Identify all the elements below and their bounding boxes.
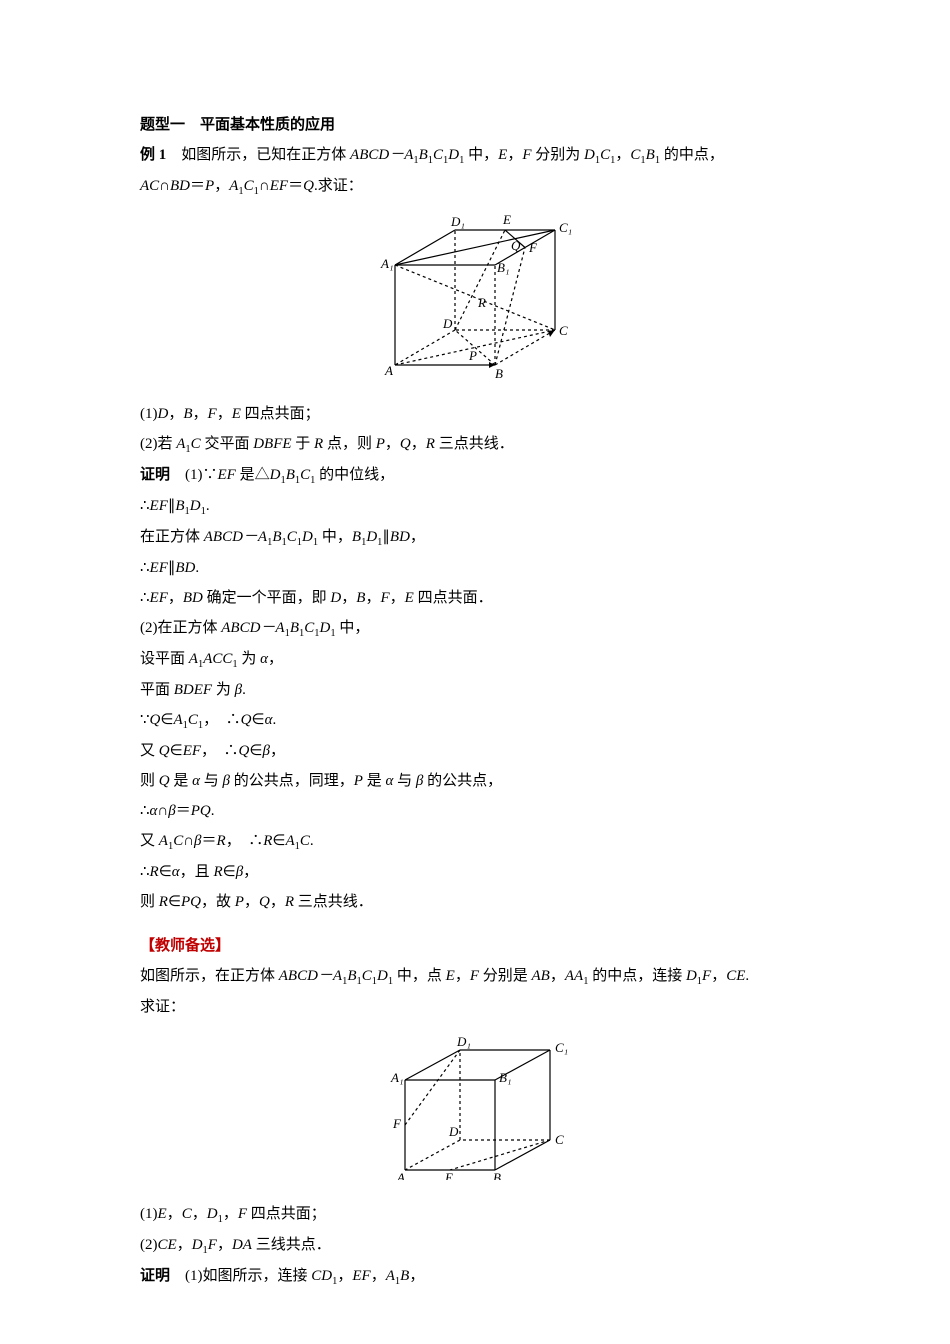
example-label: 例 1 xyxy=(140,147,166,163)
svg-text:D: D xyxy=(448,1124,459,1139)
txt: 四点共面． xyxy=(414,590,493,606)
teacher-select: 【教师备选】 xyxy=(140,931,810,961)
txt: 是 xyxy=(240,467,255,483)
proof-label: 证明 xyxy=(140,467,170,483)
svg-text:A₁: A₁ xyxy=(390,1070,403,1085)
proof-label-2: 证明 xyxy=(140,1268,170,1284)
proof-1: 证明 (1)∵EF 是△D1B1C1 的中位线， xyxy=(140,460,810,491)
txt: 的公共点，同理， xyxy=(230,773,354,789)
proof-line: 又 A1C∩β＝R， ∴R∈A1C. xyxy=(140,826,810,857)
txt: 交平面 xyxy=(201,436,254,452)
txt: 四点共面； xyxy=(247,1206,326,1222)
svg-text:P: P xyxy=(468,348,477,363)
tproof: 证明 (1)如图所示，连接 CD1，EF，A1B， xyxy=(140,1261,810,1292)
txt: 是 xyxy=(363,773,386,789)
svg-text:E: E xyxy=(502,212,511,227)
txt: ，故 xyxy=(201,894,235,910)
txt: 四点共面； xyxy=(245,406,320,422)
proof-line: ∴EF∥B1D1. xyxy=(140,491,810,522)
txt: 中， xyxy=(464,147,498,163)
txt: 是 xyxy=(170,773,193,789)
txt: 为 xyxy=(212,682,235,698)
txt: 在正方体 xyxy=(140,529,204,545)
svg-text:F: F xyxy=(392,1116,402,1131)
txt: (2)在正方体 xyxy=(140,620,221,636)
txt: 平面 xyxy=(140,682,174,698)
txt: 三点共线． xyxy=(435,436,514,452)
q2: (2)若 A1C 交平面 DBFE 于 R 点，则 P，Q，R 三点共线． xyxy=(140,429,810,460)
proof-line: ∴α∩β＝PQ. xyxy=(140,796,810,826)
proof-line: ∴EF，BD 确定一个平面，即 D，B，F，E 四点共面． xyxy=(140,583,810,613)
svg-text:C: C xyxy=(555,1132,564,1147)
tq1: (1)E，C，D1，F 四点共面； xyxy=(140,1199,810,1230)
svg-text:E: E xyxy=(444,1170,453,1180)
svg-text:D₁: D₁ xyxy=(456,1034,471,1049)
svg-text:B₁: B₁ xyxy=(497,260,509,275)
svg-text:D: D xyxy=(442,316,453,331)
svg-text:B: B xyxy=(493,1170,501,1180)
txt: 确定一个平面，即 xyxy=(203,590,331,606)
txt: 中， xyxy=(336,620,370,636)
q1: (1)D，B，F，E 四点共面； xyxy=(140,399,810,429)
txt: 分别是 xyxy=(479,968,532,984)
svg-text:C: C xyxy=(559,323,568,338)
figure-cube-2: A B C D A₁ B₁ C₁ D₁ E F xyxy=(140,1030,810,1191)
txt: 的中点，连接 xyxy=(588,968,686,984)
txt: 分别为 xyxy=(532,147,585,163)
txt: 求证： xyxy=(318,178,363,194)
txt: 如图所示，在正方体 xyxy=(140,968,279,984)
txt: 于 xyxy=(292,436,315,452)
proof-line: 又 Q∈EF， ∴Q∈β， xyxy=(140,736,810,766)
svg-text:D₁: D₁ xyxy=(450,214,465,229)
svg-text:B: B xyxy=(495,366,503,380)
teacher-stem-2: 求证： xyxy=(140,992,810,1022)
svg-text:C₁: C₁ xyxy=(559,220,572,235)
teacher-stem: 如图所示，在正方体 ABCD－A1B1C1D1 中，点 E，F 分别是 AB，A… xyxy=(140,961,810,992)
txt: 与 xyxy=(393,773,416,789)
svg-text:A: A xyxy=(396,1170,405,1180)
txt: 又 xyxy=(140,743,159,759)
tq2: (2)CE，D1F，DA 三线共点． xyxy=(140,1230,810,1261)
svg-text:F: F xyxy=(528,240,538,255)
txt: 又 xyxy=(140,833,159,849)
example-1-stem-line2: AC∩BD＝P，A1C1∩EF＝Q.求证： xyxy=(140,171,810,202)
txt: 的公共点， xyxy=(423,773,502,789)
proof-line: ∴R∈α，且 R∈β， xyxy=(140,857,810,887)
txt: 设平面 xyxy=(140,651,189,667)
proof-line: 则 Q 是 α 与 β 的公共点，同理，P 是 α 与 β 的公共点， xyxy=(140,766,810,796)
txt: 中，点 xyxy=(393,968,446,984)
section-title: 题型一 平面基本性质的应用 xyxy=(140,110,810,140)
svg-text:Q: Q xyxy=(511,238,521,253)
svg-text:A: A xyxy=(384,363,393,378)
txt: 点，则 xyxy=(323,436,376,452)
txt: (2)若 xyxy=(140,436,176,452)
txt: ，且 xyxy=(180,864,214,880)
proof-line: (2)在正方体 ABCD－A1B1C1D1 中， xyxy=(140,613,810,644)
txt: 中， xyxy=(318,529,352,545)
proof-line: ∵Q∈A1C1， ∴Q∈α. xyxy=(140,705,810,736)
txt: 为 xyxy=(238,651,261,667)
txt: 则 xyxy=(140,894,159,910)
txt: 的中位线， xyxy=(319,467,394,483)
txt: 与 xyxy=(200,773,223,789)
txt: (1)如图所示，连接 xyxy=(185,1268,311,1284)
svg-text:C₁: C₁ xyxy=(555,1040,568,1055)
svg-text:A₁: A₁ xyxy=(380,256,393,271)
svg-text:B₁: B₁ xyxy=(499,1070,511,1085)
proof-line: 平面 BDEF 为 β. xyxy=(140,675,810,705)
example-1-stem: 例 1 如图所示，已知在正方体 ABCD－A1B1C1D1 中，E，F 分别为 … xyxy=(140,140,810,171)
txt: 三点共线． xyxy=(294,894,373,910)
proof-line: ∴EF∥BD. xyxy=(140,553,810,583)
svg-text:R: R xyxy=(477,295,486,310)
figure-cube-1: A B C D A₁ B₁ C₁ D₁ E F P Q R xyxy=(140,210,810,391)
proof-line: 则 R∈PQ，故 P，Q，R 三点共线． xyxy=(140,887,810,917)
txt: 则 xyxy=(140,773,159,789)
proof-line: 在正方体 ABCD－A1B1C1D1 中，B1D1∥BD， xyxy=(140,522,810,553)
txt: 如图所示，已知在正方体 xyxy=(166,147,350,163)
proof-line: 设平面 A1ACC1 为 α， xyxy=(140,644,810,675)
txt: 的中点， xyxy=(660,147,724,163)
txt: 三线共点． xyxy=(252,1237,331,1253)
